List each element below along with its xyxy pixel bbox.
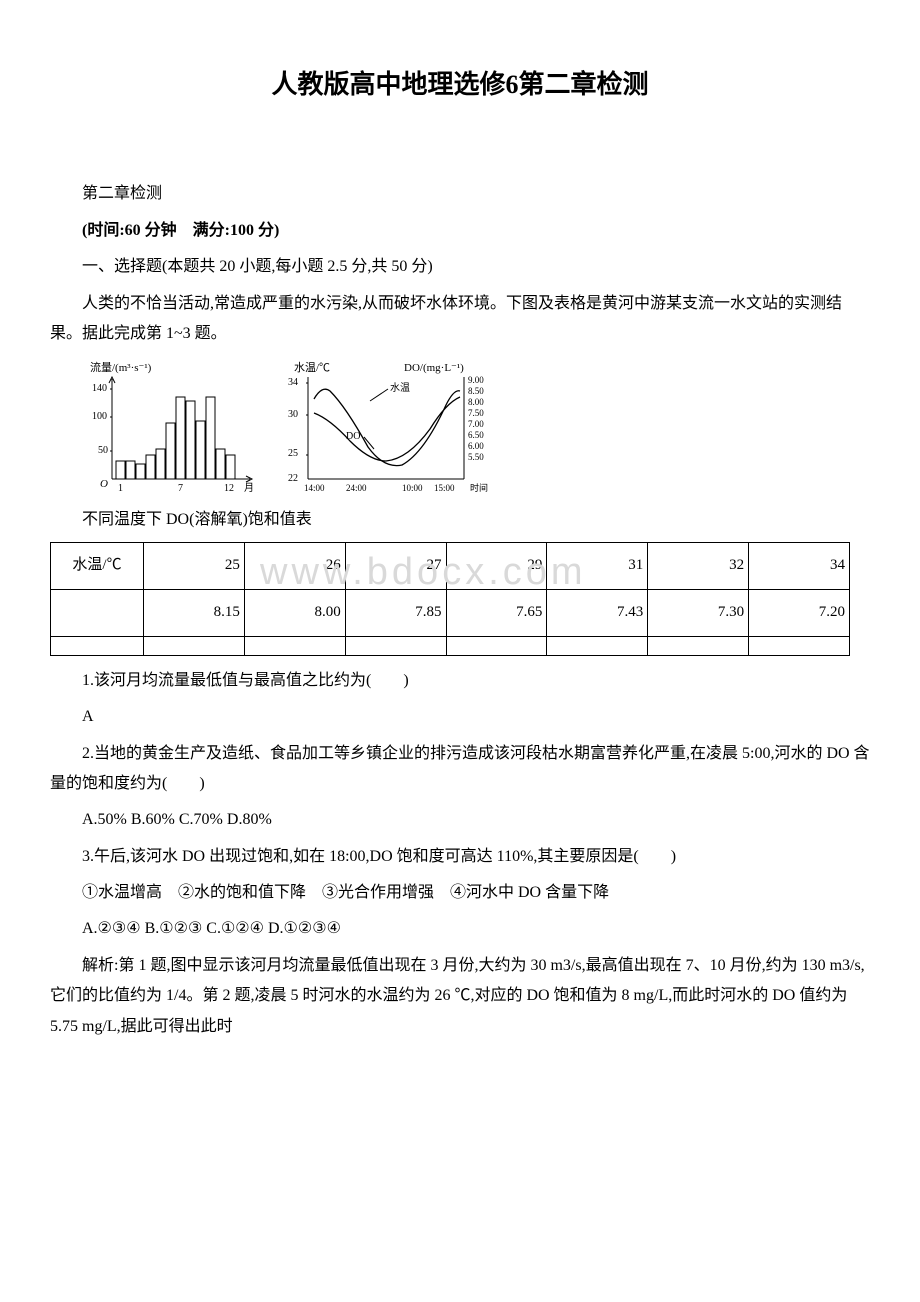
table-cell: 8.15 xyxy=(144,589,245,636)
svg-text:25: 25 xyxy=(288,448,298,459)
table-row: 8.15 8.00 7.85 7.65 7.43 7.30 7.20 xyxy=(51,589,850,636)
svg-text:10:00: 10:00 xyxy=(402,483,423,493)
svg-text:30: 30 xyxy=(288,409,298,420)
right-y2label: DO/(mg·L⁻¹) xyxy=(404,362,464,374)
svg-text:6.00: 6.00 xyxy=(468,441,484,451)
svg-text:22: 22 xyxy=(288,473,298,484)
do-table: 水温/℃ 25 26 27 29 31 32 34 8.15 8.00 7.85… xyxy=(50,542,850,656)
svg-text:100: 100 xyxy=(92,411,107,422)
table-cell: 7.30 xyxy=(648,589,749,636)
table-cell: 26 xyxy=(244,542,345,589)
table-caption: 不同温度下 DO(溶解氧)饱和值表 xyxy=(50,505,870,535)
question-1-answer: A xyxy=(50,702,870,732)
table-row: 水温/℃ 25 26 27 29 31 32 34 xyxy=(51,542,850,589)
doc-title: 人教版高中地理选修6第二章检测 xyxy=(50,60,870,109)
svg-text:24:00: 24:00 xyxy=(346,483,367,493)
svg-text:9.00: 9.00 xyxy=(468,375,484,385)
table-cell: 27 xyxy=(345,542,446,589)
svg-text:时间: 时间 xyxy=(470,482,488,493)
table-cell: 7.43 xyxy=(547,589,648,636)
right-y1label: 水温/℃ xyxy=(294,361,330,374)
question-1: 1.该河月均流量最低值与最高值之比约为( ) xyxy=(50,666,870,696)
table-cell: 7.65 xyxy=(446,589,547,636)
svg-text:DO: DO xyxy=(346,431,360,442)
svg-text:15:00: 15:00 xyxy=(434,483,455,493)
question-3-options: A.②③④ B.①②③ C.①②④ D.①②③④ xyxy=(50,914,870,944)
svg-text:O: O xyxy=(100,478,108,490)
table-cell: 31 xyxy=(547,542,648,589)
svg-text:14:00: 14:00 xyxy=(304,483,325,493)
table-cell: 7.85 xyxy=(345,589,446,636)
svg-text:7.50: 7.50 xyxy=(468,408,484,418)
table-cell: 34 xyxy=(749,542,850,589)
svg-text:5.50: 5.50 xyxy=(468,452,484,462)
svg-text:7: 7 xyxy=(178,483,183,494)
table-cell: 8.00 xyxy=(244,589,345,636)
svg-text:月: 月 xyxy=(244,482,254,494)
svg-text:1: 1 xyxy=(118,483,123,494)
svg-text:12: 12 xyxy=(224,483,234,494)
section-intro: 一、选择题(本题共 20 小题,每小题 2.5 分,共 50 分) xyxy=(50,252,870,282)
table-row xyxy=(51,636,850,655)
svg-text:6.50: 6.50 xyxy=(468,430,484,440)
svg-text:140: 140 xyxy=(92,383,107,394)
svg-text:8.00: 8.00 xyxy=(468,397,484,407)
table-cell: 32 xyxy=(648,542,749,589)
svg-text:8.50: 8.50 xyxy=(468,386,484,396)
table-cell: 7.20 xyxy=(749,589,850,636)
svg-text:34: 34 xyxy=(288,377,298,388)
question-3-sub: ①水温增高 ②水的饱和值下降 ③光合作用增强 ④河水中 DO 含量下降 xyxy=(50,878,870,908)
table-cell: 29 xyxy=(446,542,547,589)
time-score-line: (时间:60 分钟 满分:100 分) xyxy=(50,216,870,246)
charts-figure: 流量/(m³·s⁻¹) 140 100 50 xyxy=(82,357,870,497)
question-2: 2.当地的黄金生产及造纸、食品加工等乡镇企业的排污造成该河段枯水期富营养化严重,… xyxy=(50,739,870,800)
table-cell: 25 xyxy=(144,542,245,589)
table-cell: 水温/℃ xyxy=(51,542,144,589)
svg-text:水温: 水温 xyxy=(390,382,410,394)
table-cell xyxy=(51,589,144,636)
question-2-options: A.50% B.60% C.70% D.80% xyxy=(50,805,870,835)
question-3: 3.午后,该河水 DO 出现过饱和,如在 18:00,DO 饱和度可高达 110… xyxy=(50,842,870,872)
svg-text:50: 50 xyxy=(98,445,108,456)
explanation: 解析:第 1 题,图中显示该河月均流量最低值出现在 3 月份,大约为 30 m3… xyxy=(50,951,870,1042)
left-ylabel: 流量/(m³·s⁻¹) xyxy=(90,360,152,374)
chapter-header: 第二章检测 xyxy=(50,179,870,209)
passage-1: 人类的不恰当活动,常造成严重的水污染,从而破坏水体环境。下图及表格是黄河中游某支… xyxy=(50,289,870,350)
svg-text:7.00: 7.00 xyxy=(468,419,484,429)
